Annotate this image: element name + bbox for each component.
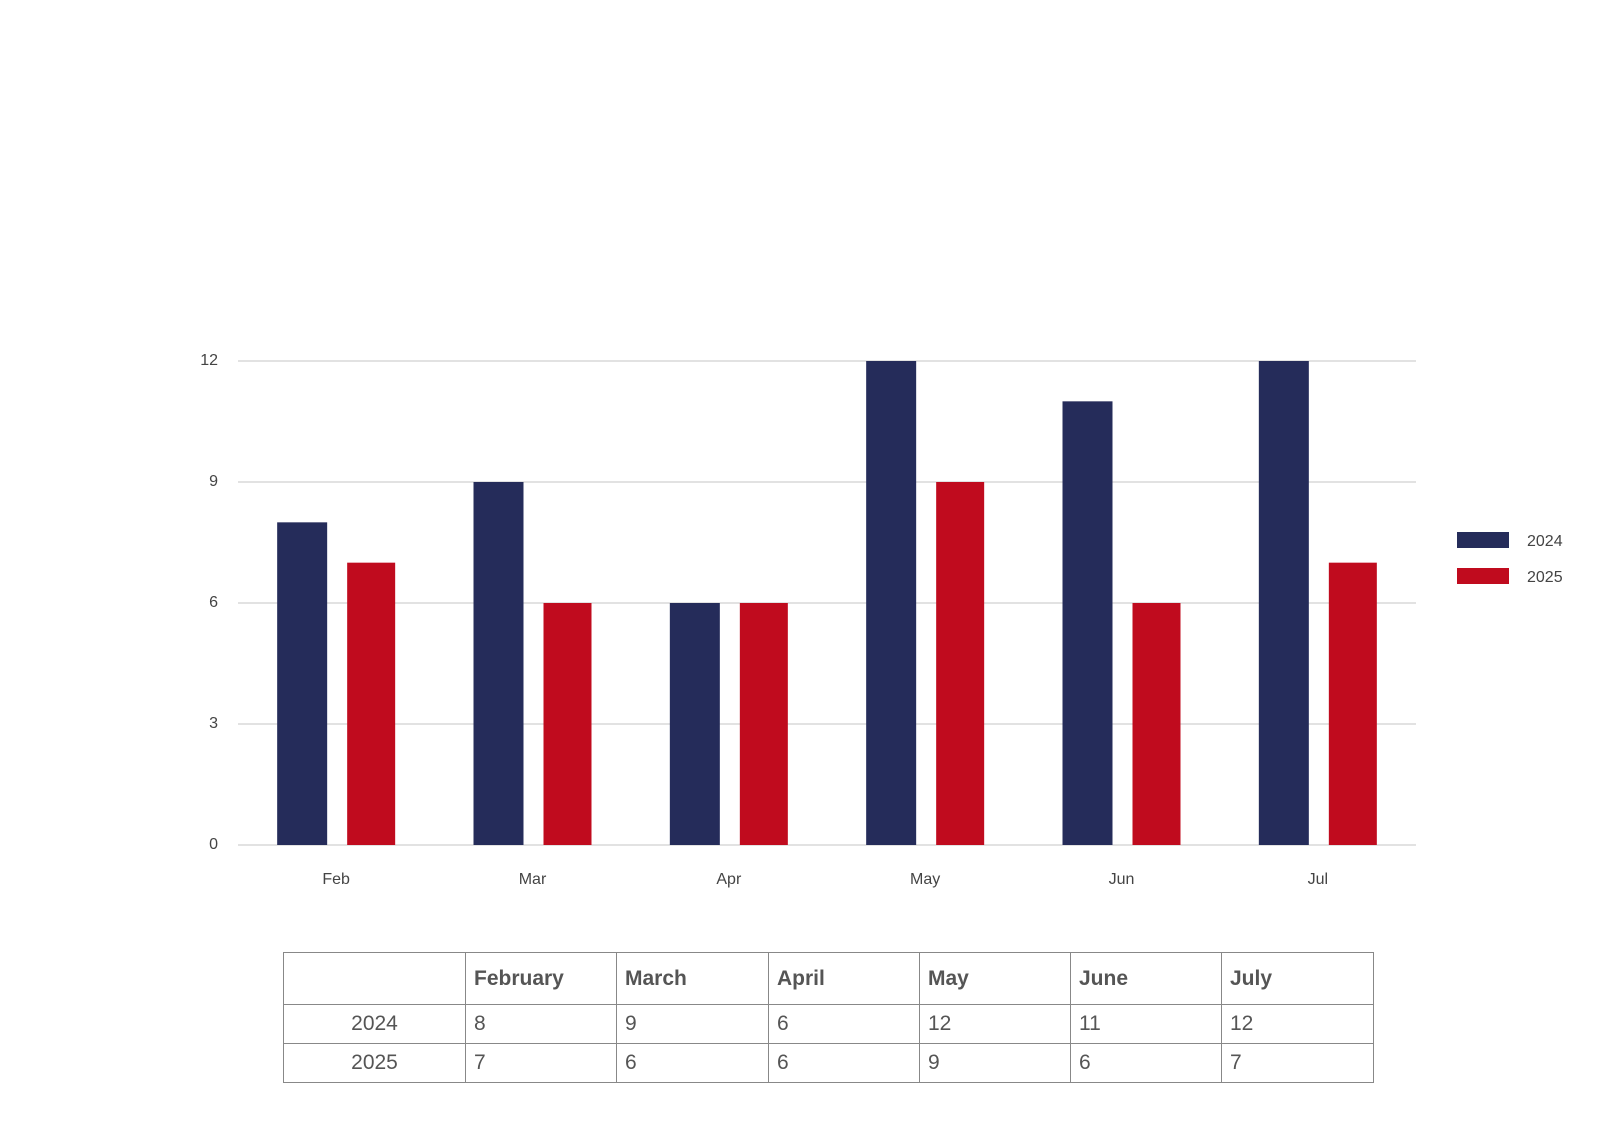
bar bbox=[669, 603, 720, 845]
header-cell: July bbox=[1221, 952, 1374, 1005]
y-tick-label: 12 bbox=[200, 352, 218, 369]
y-tick-label: 9 bbox=[209, 473, 218, 490]
bar bbox=[1258, 361, 1309, 845]
data-table: February March April May June July 2024 8 9 6 12 11… bbox=[283, 952, 1374, 1083]
table-cell: 9 bbox=[919, 1043, 1071, 1083]
table-cell: 8 bbox=[465, 1004, 617, 1044]
header-cell: June bbox=[1070, 952, 1222, 1005]
bar bbox=[543, 603, 592, 845]
legend-label: 2025 bbox=[1527, 569, 1563, 586]
bar bbox=[347, 562, 396, 845]
x-tick-label: Feb bbox=[322, 871, 350, 888]
table-cell: 7 bbox=[465, 1043, 617, 1083]
bar bbox=[936, 482, 985, 845]
header-cell: March bbox=[616, 952, 769, 1005]
row-label: 2025 bbox=[283, 1043, 466, 1083]
y-tick-label: 0 bbox=[209, 836, 218, 853]
legend-swatch bbox=[1457, 532, 1509, 548]
bar bbox=[1328, 562, 1377, 845]
corner-cell bbox=[283, 952, 466, 1005]
table-cell: 6 bbox=[616, 1043, 769, 1083]
y-tick-label: 6 bbox=[209, 594, 218, 611]
x-tick-label: Jun bbox=[1109, 871, 1135, 888]
table-row: 2024 8 9 6 12 11 12 bbox=[283, 1004, 1374, 1044]
x-tick-label: Apr bbox=[716, 871, 742, 888]
table-cell: 7 bbox=[1221, 1043, 1374, 1083]
bar bbox=[277, 522, 328, 845]
legend-swatch bbox=[1457, 568, 1509, 584]
chart: 0 3 6 9 12 Feb Mar Apr May Jun Jul 2024 2025 bbox=[200, 352, 1563, 888]
table-cell: 9 bbox=[616, 1004, 769, 1044]
bar bbox=[1132, 603, 1181, 845]
table-cell: 6 bbox=[768, 1004, 920, 1044]
row-label: 2024 bbox=[283, 1004, 466, 1044]
bar bbox=[866, 361, 917, 845]
table-row: 2025 7 6 6 9 6 7 bbox=[283, 1043, 1374, 1083]
bar bbox=[473, 482, 524, 845]
bar bbox=[1062, 401, 1113, 845]
y-tick-label: 3 bbox=[209, 715, 218, 732]
header-row: February March April May June July bbox=[283, 952, 1374, 1005]
table-cell: 11 bbox=[1070, 1004, 1222, 1044]
header-cell: April bbox=[768, 952, 920, 1005]
table-cell: 6 bbox=[1070, 1043, 1222, 1083]
bar bbox=[739, 603, 788, 845]
x-tick-label: May bbox=[910, 871, 940, 888]
x-tick-label: Mar bbox=[519, 871, 547, 888]
table-cell: 6 bbox=[768, 1043, 920, 1083]
header-cell: February bbox=[465, 952, 617, 1005]
header-cell: May bbox=[919, 952, 1071, 1005]
x-tick-label: Jul bbox=[1308, 871, 1328, 888]
table-cell: 12 bbox=[919, 1004, 1071, 1044]
legend-label: 2024 bbox=[1527, 533, 1563, 550]
table-cell: 12 bbox=[1221, 1004, 1374, 1044]
